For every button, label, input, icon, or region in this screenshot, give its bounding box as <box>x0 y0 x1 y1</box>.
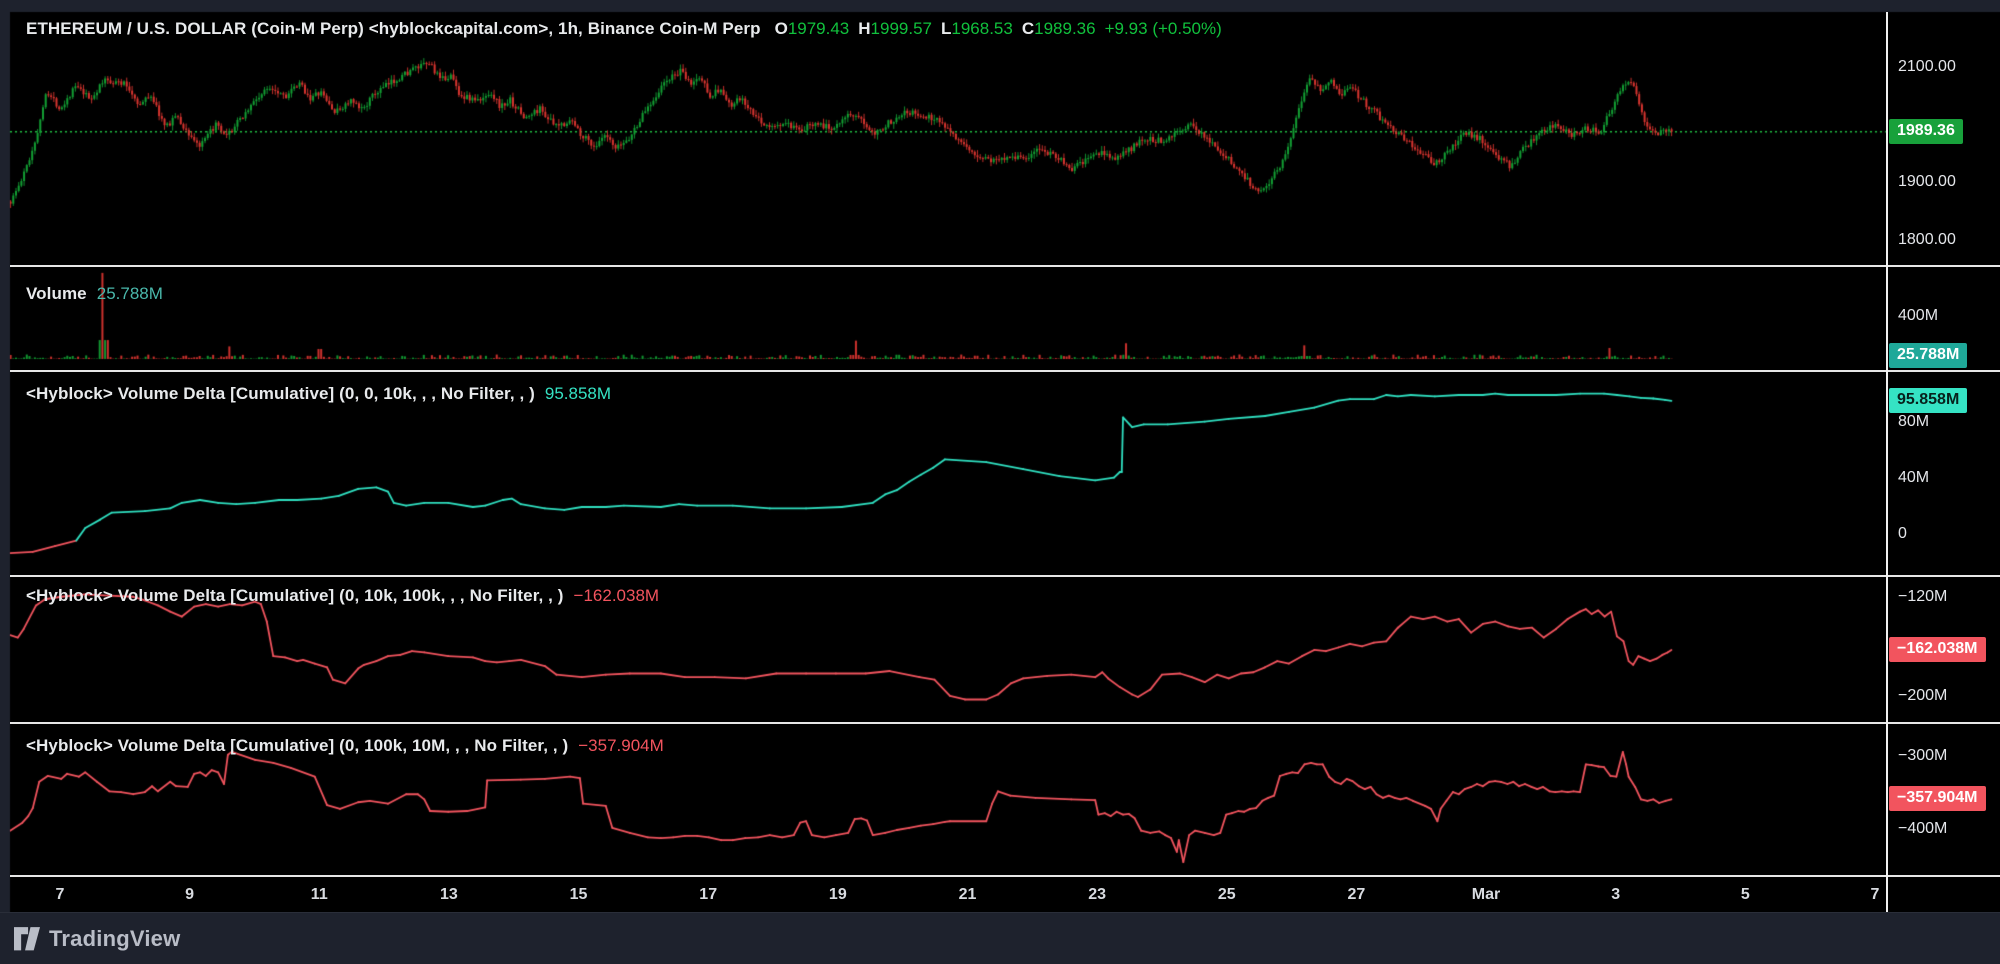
time-axis-tick-label: 27 <box>1347 886 1366 903</box>
high-label: H <box>858 19 871 38</box>
cvd-large-value: −357.904M <box>578 736 664 755</box>
y-axis-tick-label: 400M <box>1898 307 1939 324</box>
ohlc-readout: O1979.43 H1999.57 L1968.53 C1989.36 +9.93 (+… <box>775 19 1222 38</box>
time-axis-tick-label: 21 <box>958 886 977 903</box>
open-label: O <box>774 19 788 38</box>
time-axis-tick-label: 3 <box>1611 886 1621 903</box>
cvd-small-title[interactable]: <Hyblock> Volume Delta [Cumulative] (0, … <box>26 384 535 403</box>
pane-separator[interactable] <box>10 370 2000 372</box>
y-axis-tick-label: 80M <box>1898 413 1930 430</box>
cvd-small-title-row: <Hyblock> Volume Delta [Cumulative] (0, … <box>26 384 611 404</box>
close-value: 1989.36 <box>1034 19 1096 38</box>
time-axis-tick-label: 9 <box>185 886 195 903</box>
y-axis-tick-label: −300M <box>1898 747 1948 764</box>
volume-title[interactable]: Volume <box>26 284 87 303</box>
time-axis-tick-label: 7 <box>1870 886 1880 903</box>
y-axis-tick-label: −200M <box>1898 687 1948 704</box>
cvd-mid-axis-label: −162.038M <box>1889 637 1986 663</box>
cvd-mid-title[interactable]: <Hyblock> Volume Delta [Cumulative] (0, … <box>26 586 564 605</box>
cvd-mid-title-row: <Hyblock> Volume Delta [Cumulative] (0, … <box>26 586 659 606</box>
cvd-large-axis-label: −357.904M <box>1889 786 1986 812</box>
high-value: 1999.57 <box>870 19 932 38</box>
footer-bar: TradingView <box>0 912 2000 964</box>
time-axis-tick-label: 25 <box>1217 886 1236 903</box>
close-label: C <box>1021 19 1035 38</box>
pane-separator[interactable] <box>10 722 2000 724</box>
pane-separator[interactable] <box>10 265 2000 267</box>
symbol-title-row: ETHEREUM / U.S. DOLLAR (Coin-M Perp) <hy… <box>26 19 1222 39</box>
time-axis-tick-label: 19 <box>828 886 847 903</box>
y-axis-tick-label: 1800.00 <box>1898 230 1956 248</box>
time-axis-tick-label: 13 <box>440 886 458 903</box>
low-value: 1968.53 <box>951 19 1013 38</box>
cvd-small-value: 95.858M <box>544 384 612 403</box>
y-axis-tick-label: 40M <box>1898 469 1930 486</box>
change-value: +9.93 (+0.50%) <box>1104 19 1222 38</box>
time-axis-tick-label: Mar <box>1471 886 1501 903</box>
tradingview-logo-icon <box>14 927 40 951</box>
open-value: 1979.43 <box>787 19 850 38</box>
volume-axis-label: 25.788M <box>1889 343 1968 369</box>
tradingview-logo-text: TradingView <box>49 926 181 951</box>
volume-value: 25.788M <box>96 284 163 303</box>
tradingview-logo[interactable]: TradingView <box>14 926 180 952</box>
y-axis-tick-label: 0 <box>1898 525 1907 542</box>
cvd-large-title[interactable]: <Hyblock> Volume Delta [Cumulative] (0, … <box>26 736 569 755</box>
y-axis-tick-label: 1900.00 <box>1898 173 1956 191</box>
time-scale[interactable]: 7 9 11 13 15 17 19 21 23 25 27 Mar 3 5 7 <box>10 878 1886 912</box>
last-price-label: 1989.36 <box>1889 118 1963 144</box>
price-axis-border[interactable] <box>1886 12 1888 912</box>
time-axis-tick-label: 23 <box>1088 886 1107 903</box>
time-axis-tick-label: 5 <box>1740 886 1750 903</box>
low-label: L <box>941 19 952 38</box>
pane-separator <box>10 875 2000 877</box>
time-axis-tick-label: 7 <box>55 886 65 903</box>
cvd-large-title-row: <Hyblock> Volume Delta [Cumulative] (0, … <box>26 736 664 756</box>
cvd-small-axis-label: 95.858M <box>1889 387 1968 413</box>
symbol-title[interactable]: ETHEREUM / U.S. DOLLAR (Coin-M Perp) <hy… <box>26 19 761 38</box>
time-axis-tick-label: 15 <box>569 886 588 903</box>
time-axis-tick-label: 17 <box>699 886 718 903</box>
chart-canvas[interactable] <box>0 0 2000 912</box>
cvd-mid-value: −162.038M <box>573 586 660 605</box>
y-axis-tick-label: 2100.00 <box>1898 58 1956 75</box>
volume-title-row: Volume 25.788M <box>26 284 163 304</box>
y-axis-tick-label: −400M <box>1898 820 1948 837</box>
pane-separator[interactable] <box>10 575 2000 577</box>
time-axis-tick-label: 11 <box>310 886 328 903</box>
y-axis-tick-label: −120M <box>1898 588 1948 605</box>
